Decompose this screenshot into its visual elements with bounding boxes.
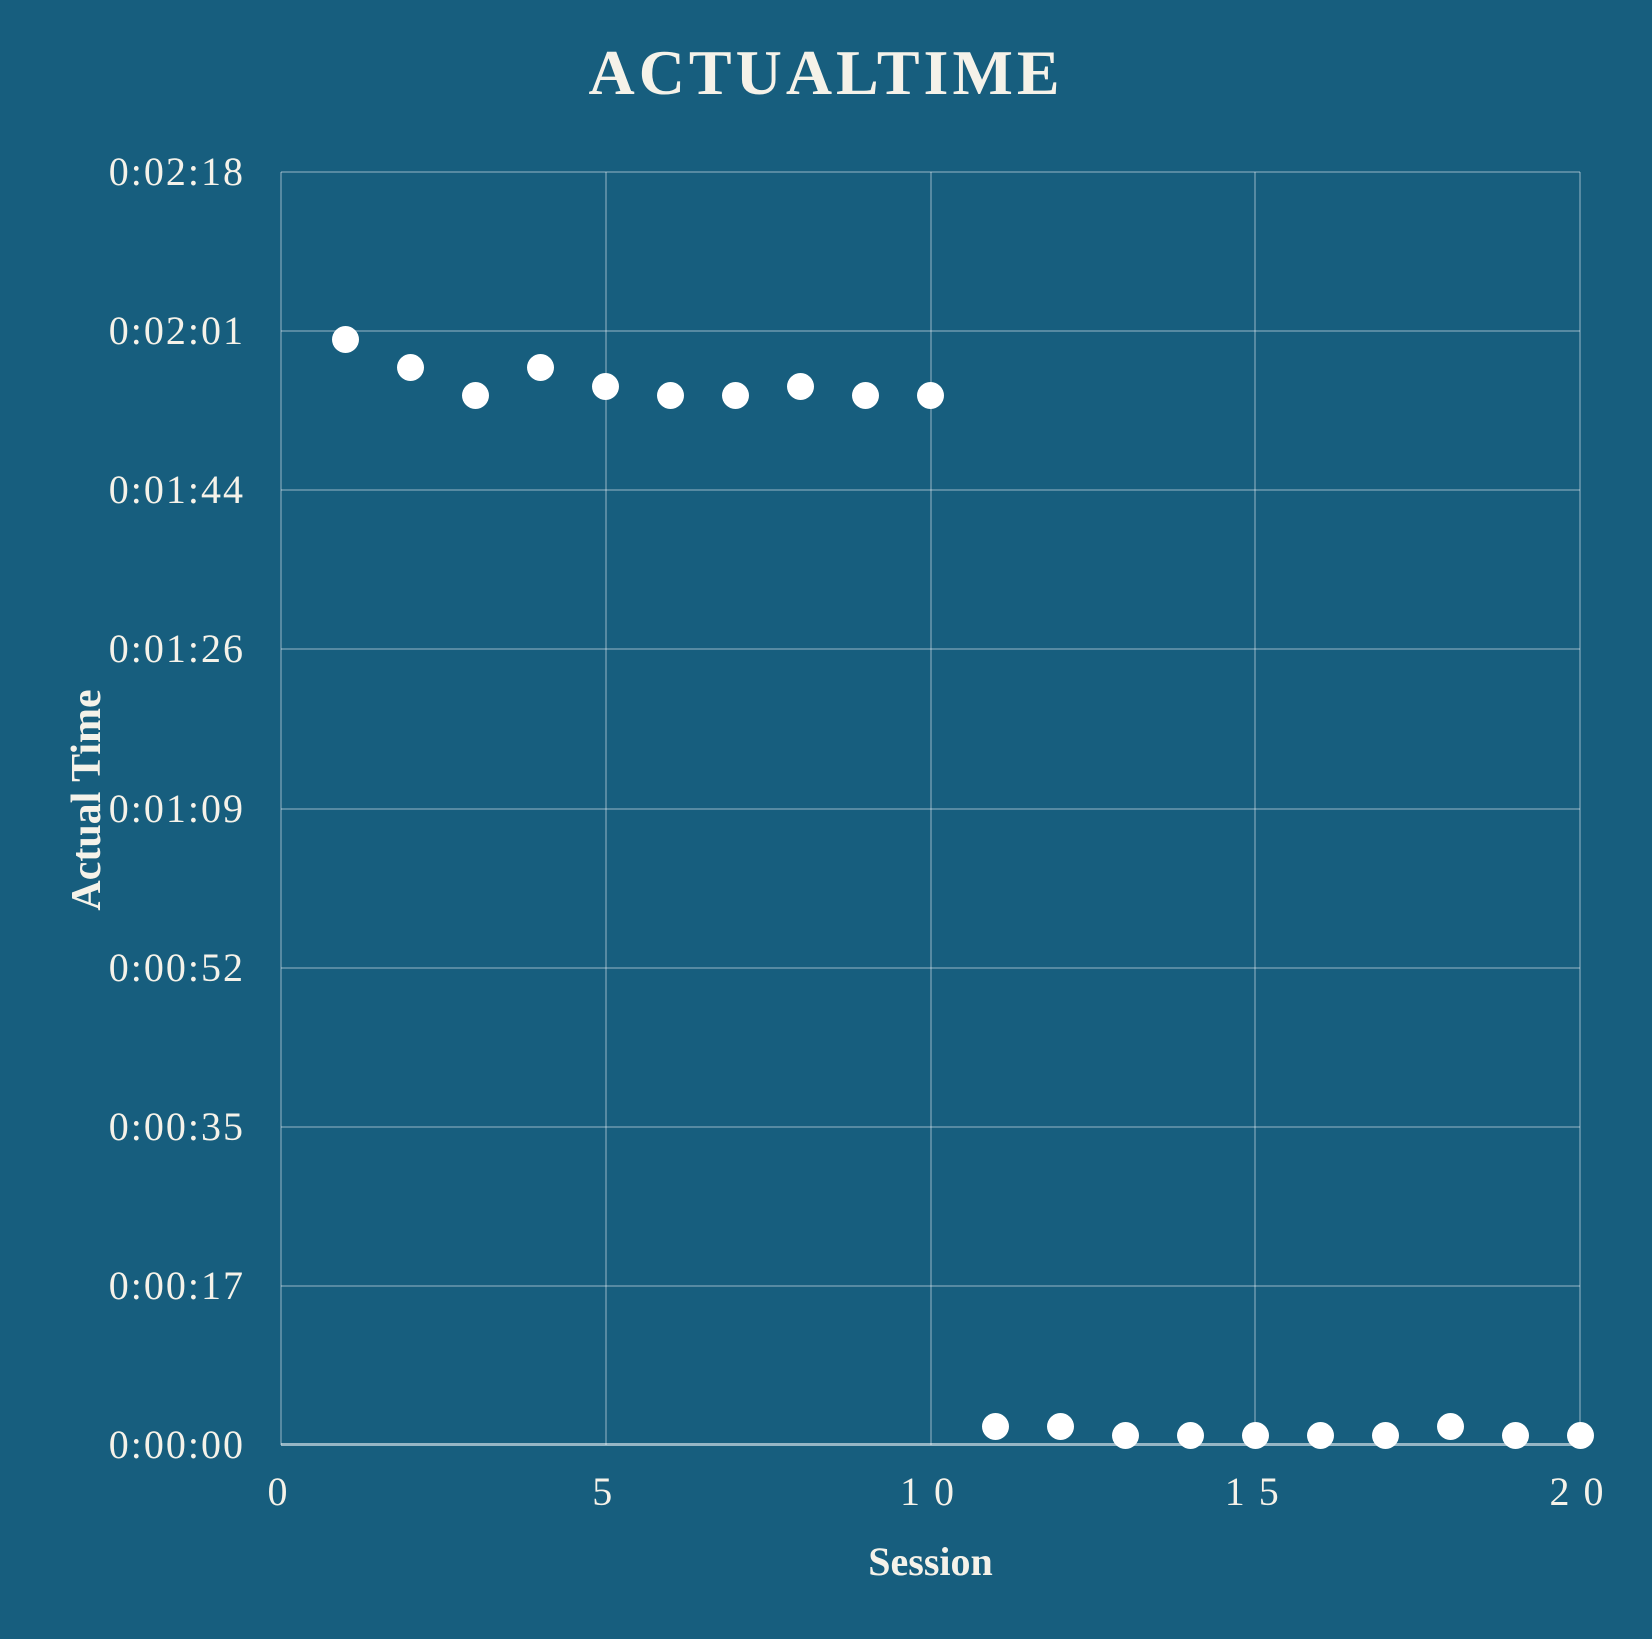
horizontal-gridline <box>281 648 1580 651</box>
x-axis-tick-label: 20 <box>1549 1469 1618 1514</box>
data-point <box>852 381 880 409</box>
chart-title: ACTUALTIME <box>588 37 1064 108</box>
data-point <box>657 381 685 409</box>
data-point <box>1371 1422 1399 1450</box>
data-point <box>1306 1422 1334 1450</box>
y-axis-tick-label: 0:00:35 <box>108 1103 245 1149</box>
y-axis-tick-label: 0:00:17 <box>108 1262 245 1308</box>
vertical-gridline <box>280 172 282 1445</box>
data-point <box>1111 1422 1139 1450</box>
data-point <box>1566 1422 1594 1450</box>
y-axis-tick-label: 0:02:18 <box>108 149 245 194</box>
horizontal-gridline <box>281 966 1580 969</box>
y-axis-tick-label: 0:02:01 <box>108 308 245 354</box>
y-axis-tick-label: 0:01:09 <box>108 785 245 831</box>
x-axis-title: Session <box>868 1539 993 1584</box>
horizontal-gridline <box>281 171 1580 173</box>
data-point <box>1046 1413 1074 1441</box>
x-axis-line <box>281 1443 1580 1446</box>
y-axis-tick-label: 0:00:52 <box>108 944 245 990</box>
data-point <box>722 381 750 409</box>
data-point <box>592 372 620 400</box>
data-point <box>462 381 490 409</box>
data-point <box>397 354 425 382</box>
x-axis-tick-label: 5 <box>592 1469 627 1514</box>
data-point <box>1436 1413 1464 1441</box>
horizontal-gridline <box>281 489 1580 492</box>
vertical-gridline <box>929 172 932 1445</box>
y-axis-tick-label: 0:01:26 <box>108 626 245 672</box>
horizontal-gridline <box>281 1284 1580 1287</box>
x-axis-tick-label: 15 <box>1224 1469 1293 1514</box>
data-point <box>1241 1422 1269 1450</box>
data-point <box>981 1413 1009 1441</box>
y-axis-tick-label: 0:01:44 <box>108 467 245 513</box>
data-point <box>1501 1422 1529 1450</box>
vertical-gridline <box>604 172 607 1445</box>
data-point <box>1176 1422 1204 1450</box>
data-point <box>332 326 360 354</box>
data-point <box>787 372 815 400</box>
horizontal-gridline <box>281 807 1580 810</box>
vertical-gridline <box>1254 172 1257 1445</box>
horizontal-gridline <box>281 1125 1580 1128</box>
horizontal-gridline <box>281 330 1580 333</box>
data-point <box>527 354 555 382</box>
plot-area <box>280 171 1594 1450</box>
vertical-gridline <box>1579 172 1581 1445</box>
y-axis-tick-label: 0:00:00 <box>108 1422 245 1467</box>
x-axis-tick-label: 0 <box>267 1469 302 1514</box>
x-axis-tick-label: 10 <box>900 1469 968 1514</box>
data-point <box>917 381 944 409</box>
